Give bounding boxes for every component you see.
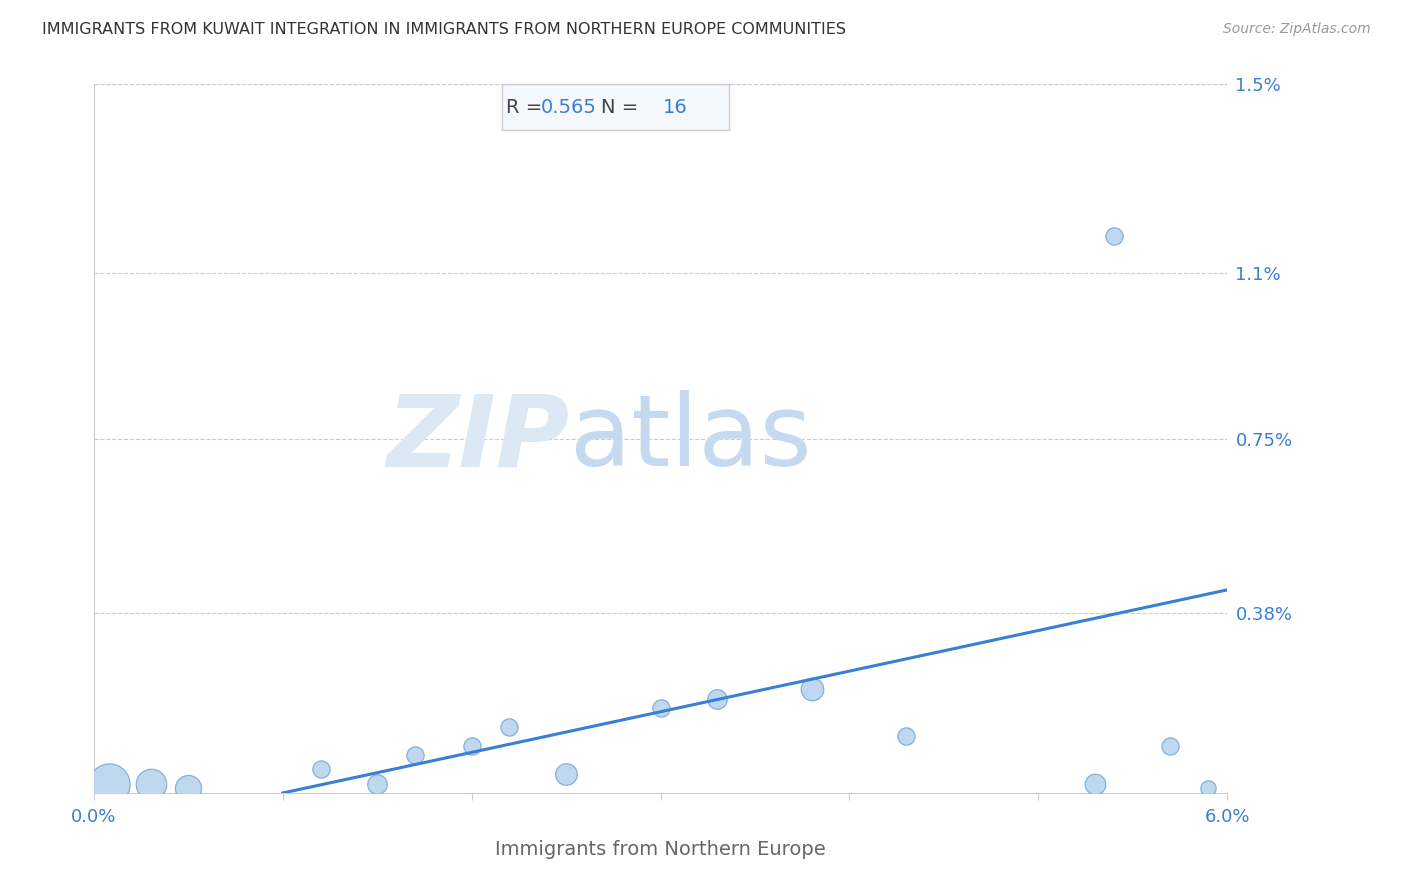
Point <box>894 729 917 743</box>
X-axis label: Immigrants from Northern Europe: Immigrants from Northern Europe <box>495 840 825 859</box>
Point <box>309 763 332 777</box>
Point <box>177 781 200 796</box>
Point <box>404 748 426 763</box>
Point <box>1102 228 1125 243</box>
Point <box>706 691 728 706</box>
Point <box>139 776 162 790</box>
Text: IMMIGRANTS FROM KUWAIT INTEGRATION IN IMMIGRANTS FROM NORTHERN EUROPE COMMUNITIE: IMMIGRANTS FROM KUWAIT INTEGRATION IN IM… <box>42 22 846 37</box>
Point <box>555 767 578 781</box>
Point <box>366 776 388 790</box>
Text: Source: ZipAtlas.com: Source: ZipAtlas.com <box>1223 22 1371 37</box>
Point <box>98 776 121 790</box>
Point <box>460 739 482 753</box>
Point <box>800 682 823 697</box>
Point <box>1159 739 1181 753</box>
Point <box>650 701 672 715</box>
Text: atlas: atlas <box>569 390 811 487</box>
Text: ZIP: ZIP <box>387 390 569 487</box>
Point <box>1197 781 1219 796</box>
Point <box>498 720 520 734</box>
Point <box>1084 776 1107 790</box>
